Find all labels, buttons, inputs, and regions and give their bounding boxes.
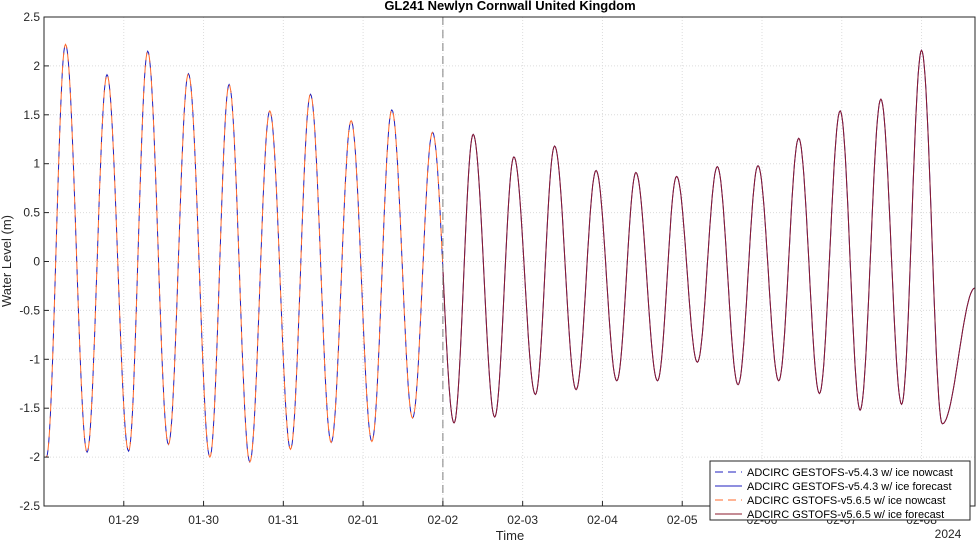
- y-tick-label: -1: [29, 352, 40, 366]
- y-tick-label: 2: [33, 59, 40, 73]
- legend-box: [709, 460, 971, 521]
- legend-label: ADCIRC GESTOFS-v5.4.3 w/ ice nowcast: [747, 467, 953, 479]
- x-tick-label: 01-31: [268, 513, 299, 527]
- x-tick-label: 02-05: [667, 513, 698, 527]
- x-tick-label: 02-02: [428, 513, 459, 527]
- x-tick-label: 01-29: [108, 513, 139, 527]
- y-tick-label: 2.5: [23, 10, 40, 24]
- y-tick-label: -2: [29, 450, 40, 464]
- y-tick-label: 0.5: [23, 206, 40, 220]
- series-line-3: [45, 43, 444, 464]
- year-label: 2024: [935, 527, 962, 541]
- legend-label: ADCIRC GSTOFS-v5.6.5 w/ ice nowcast: [747, 495, 945, 507]
- y-tick-label: 1: [33, 157, 40, 171]
- legend-label: ADCIRC GSTOFS-v5.6.5 w/ ice forecast: [747, 509, 944, 521]
- axis-ticks: -2.5 -2 -1.5 -1 -0.5 0 0.5 1 1.5 2 2.5 01-29 01-30 01…: [19, 10, 937, 527]
- series-line-4: [442, 49, 976, 425]
- x-tick-label: 02-01: [348, 513, 379, 527]
- legend: ADCIRC GESTOFS-v5.4.3 w/ ice nowcast ADCI…: [709, 460, 971, 521]
- chart-title: GL241 Newlyn Cornwall United Kingdom: [384, 0, 635, 13]
- legend-label: ADCIRC GESTOFS-v5.4.3 w/ ice forecast: [747, 481, 952, 493]
- x-tick-label: 02-03: [507, 513, 538, 527]
- y-tick-label: -1.5: [19, 401, 40, 415]
- y-tick-label: -0.5: [19, 303, 40, 317]
- x-tick-label: 02-04: [587, 513, 618, 527]
- y-axis-title: Water Level (m): [0, 215, 14, 307]
- x-axis-title: Time: [496, 528, 524, 541]
- series-lines: [45, 43, 976, 464]
- y-tick-label: -2.5: [19, 499, 40, 513]
- y-tick-label: 1.5: [23, 108, 40, 122]
- y-tick-label: 0: [33, 255, 40, 269]
- x-tick-label: 01-30: [188, 513, 219, 527]
